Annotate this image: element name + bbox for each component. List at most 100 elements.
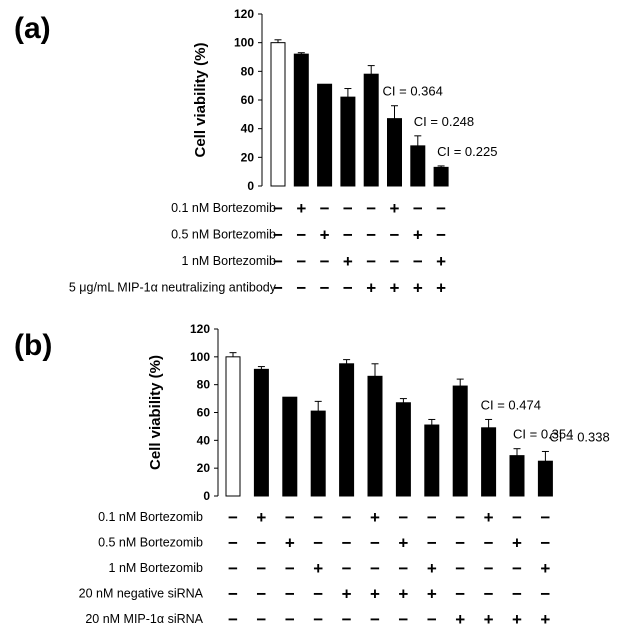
panel-a-condition-sign: −: [343, 279, 353, 298]
panel-a-y-tick-label: 100: [234, 36, 254, 50]
panel-a-condition-sign: −: [390, 226, 400, 245]
panel-b-condition-sign: +: [484, 508, 494, 527]
panel-b-condition-sign: −: [427, 508, 437, 527]
panel-b-condition-sign: −: [370, 534, 380, 553]
panel-b-bar-5: [339, 363, 355, 497]
panel-b-condition-sign: −: [256, 534, 266, 553]
panel-b-condition-sign: −: [455, 534, 465, 553]
panel-b-ci-annotation-3: CI = 0.338: [549, 429, 609, 444]
panel-b-condition-sign: +: [398, 585, 408, 604]
panel-b-condition-label: 1 nM Bortezomib: [109, 561, 204, 575]
panel-b-bar-12: [537, 460, 553, 497]
panel-b-condition-sign: −: [484, 559, 494, 578]
panel-a-bar-3: [317, 83, 333, 187]
panel-b-condition-sign: −: [455, 585, 465, 604]
panel-b-condition-sign: −: [228, 610, 238, 629]
panel-a-condition-sign: −: [390, 252, 400, 271]
panel-a-ylabel: Cell viability (%): [192, 42, 209, 157]
panel-b-condition-sign: −: [342, 534, 352, 553]
panel-a-label: (a): [14, 12, 51, 45]
panel-b-y-tick-label: 60: [197, 406, 211, 420]
panel-a-condition-sign: −: [273, 252, 283, 271]
panel-b-condition-sign: −: [427, 610, 437, 629]
panel-a-bar-5: [363, 73, 379, 187]
panel-b-condition-sign: +: [540, 610, 550, 629]
panel-b-bar-11: [509, 455, 525, 497]
panel-a-condition-sign: +: [366, 279, 376, 298]
panel-b-condition-sign: −: [512, 559, 522, 578]
panel-a-condition-sign: +: [413, 279, 423, 298]
panel-b-condition-sign: −: [313, 585, 323, 604]
panel-a-condition-label: 5 μg/mL MIP-1α neutralizing antibody: [69, 281, 277, 295]
panel-b-condition-sign: −: [342, 559, 352, 578]
panel-b-condition-sign: −: [484, 534, 494, 553]
panel-b-condition-sign: −: [370, 559, 380, 578]
panel-b-condition-sign: −: [342, 508, 352, 527]
panel-a-condition-sign: +: [296, 199, 306, 218]
panel-a-condition-sign: −: [296, 226, 306, 245]
panel-a-ci-annotation-1: CI = 0.364: [383, 84, 443, 99]
panel-a-condition-sign: −: [273, 199, 283, 218]
panel-b-bar-3: [282, 396, 298, 497]
panel-b-ci-annotation-2: CI = 0.354: [513, 427, 573, 442]
panel-b-condition-sign: −: [228, 534, 238, 553]
panel-b-condition-sign: −: [285, 508, 295, 527]
panel-b-condition-sign: −: [540, 508, 550, 527]
panel-b-ylabel: Cell viability (%): [147, 355, 164, 470]
panel-a-condition-sign: +: [390, 279, 400, 298]
panel-b-condition-sign: −: [228, 508, 238, 527]
panel-a-condition-sign: −: [320, 199, 330, 218]
panel-b-bar-4: [310, 410, 326, 497]
panel-b-condition-sign: −: [256, 559, 266, 578]
panel-b-bar-7: [395, 402, 411, 497]
panel-a-condition-sign: +: [390, 199, 400, 218]
panel-b-bar-6: [367, 375, 383, 497]
panel-a-condition-label: 0.5 nM Bortezomib: [171, 228, 276, 242]
panel-a-bar-1: [270, 42, 286, 187]
panel-b-condition-label: 20 nM MIP-1α siRNA: [85, 612, 203, 626]
panel-b-condition-sign: −: [285, 559, 295, 578]
panel-b-y-tick-label: 0: [203, 489, 210, 503]
panel-b-y-tick-label: 120: [190, 322, 210, 336]
panel-a-condition-sign: −: [320, 252, 330, 271]
panel-b-condition-sign: −: [313, 610, 323, 629]
panel-b-bar-10: [481, 427, 497, 497]
panel-b-condition-sign: −: [512, 508, 522, 527]
panel-a-condition-sign: −: [296, 279, 306, 298]
panel-a-bar-7: [410, 145, 426, 187]
panel-a-y-tick-label: 60: [241, 93, 255, 107]
panel-b-condition-sign: +: [342, 585, 352, 604]
panel-b-y-tick-label: 100: [190, 350, 210, 364]
panel-a-condition-sign: +: [320, 226, 330, 245]
panel-a-y-tick-label: 20: [241, 150, 255, 164]
panel-a-y-tick-label: 0: [247, 179, 254, 193]
panel-b-bar-2: [253, 368, 269, 497]
panel-a-condition-sign: +: [436, 279, 446, 298]
panel-a-bar-8: [433, 166, 449, 187]
panel-b-condition-sign: −: [313, 534, 323, 553]
panel-a-condition-sign: −: [343, 226, 353, 245]
panel-b-bar-9: [452, 385, 468, 497]
panel-b-y-tick-label: 20: [197, 461, 211, 475]
panel-b-bar-1: [225, 356, 241, 497]
panel-b-bar-8: [424, 424, 440, 497]
panel-a-condition-label: 0.1 nM Bortezomib: [171, 201, 276, 215]
panel-a-bar-2: [293, 53, 309, 187]
panel-a-y-tick-label: 120: [234, 7, 254, 21]
panel-b-condition-sign: −: [285, 585, 295, 604]
panel-a-y-tick-label: 80: [241, 64, 255, 78]
panel-b-condition-sign: +: [427, 559, 437, 578]
panel-b-condition-sign: +: [512, 534, 522, 553]
panel-a-condition-sign: +: [343, 252, 353, 271]
panel-b-condition-sign: −: [228, 559, 238, 578]
panel-b-condition-sign: −: [398, 559, 408, 578]
panel-b-y-tick-label: 80: [197, 378, 211, 392]
panel-b-condition-sign: +: [540, 559, 550, 578]
panel-b-condition-sign: +: [484, 610, 494, 629]
panel-b-condition-sign: +: [313, 559, 323, 578]
panel-a-condition-sign: −: [436, 226, 446, 245]
panel-a-condition-sign: −: [366, 199, 376, 218]
panel-a-bar-4: [340, 96, 356, 187]
panel-b-condition-sign: −: [455, 508, 465, 527]
